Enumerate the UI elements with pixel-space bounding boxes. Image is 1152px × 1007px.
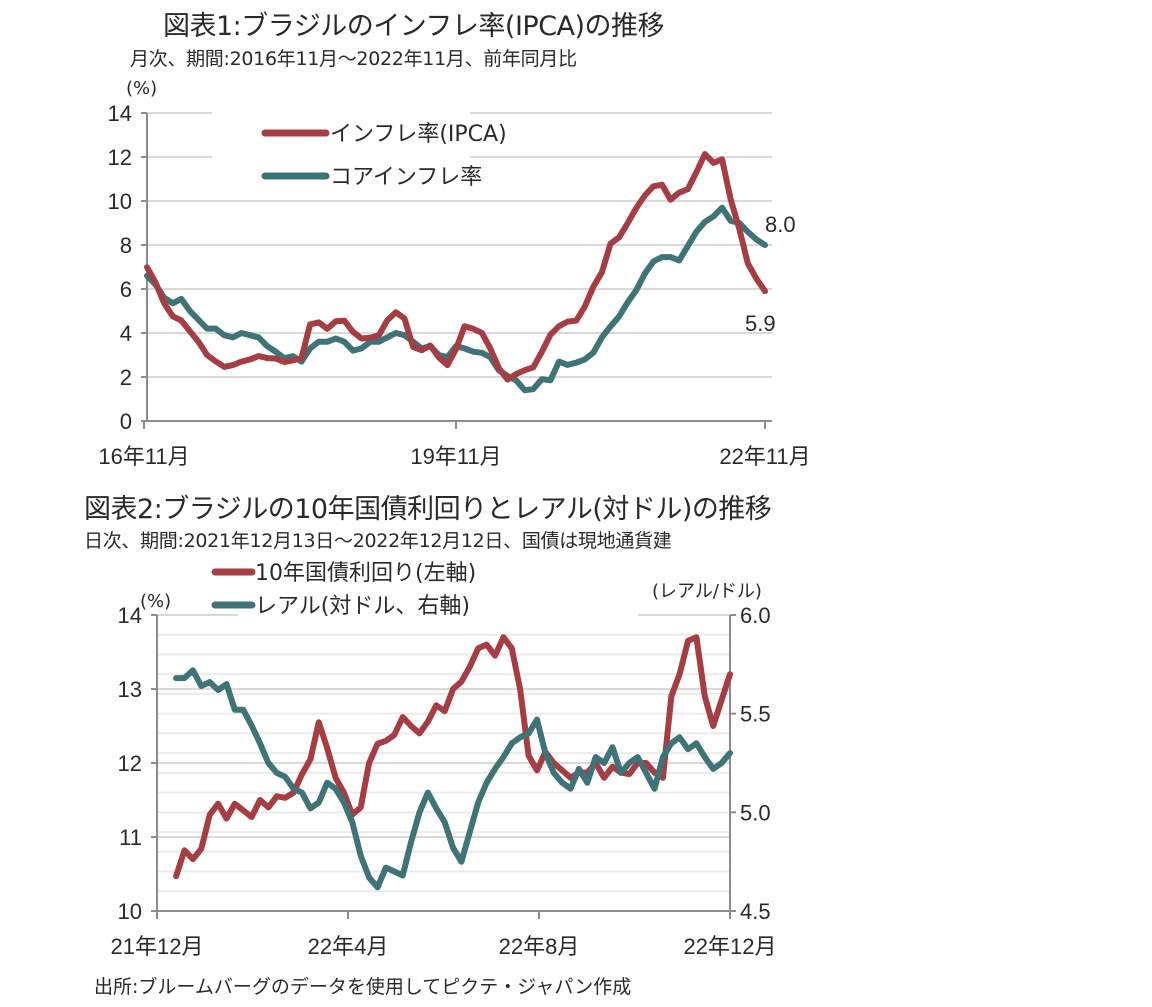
x-tick-label: 19年11月: [410, 444, 501, 469]
y-tick-label: 8: [120, 233, 132, 258]
y-right-tick-label: 6.0: [740, 603, 771, 628]
y-right-tick-label: 4.5: [740, 899, 771, 924]
chart1-title: 図表1:ブラジルのインフレ率(IPCA)の推移: [163, 11, 665, 42]
chart1-axes: 0 2 4 6 8 10 12 14 16年11月 19年11月 22年11月: [98, 101, 810, 469]
chart1-end-label-core: 8.0: [765, 212, 796, 237]
y-left-tick-label: 14: [118, 603, 142, 628]
y-left-tick-label: 11: [119, 825, 142, 850]
y-tick-label: 6: [120, 277, 132, 302]
y-tick-label: 14: [108, 101, 132, 126]
x-tick-label: 16年11月: [98, 444, 189, 469]
x-tick-label: 21年12月: [111, 934, 204, 959]
chart2-axes: 10 11 12 13 14 4.5 5.0 5.5 6.0 21年12月 22年4月 22年8月 22…: [111, 603, 777, 959]
legend-label-core: コアインフレ率: [330, 165, 482, 190]
x-tick-label: 22年8月: [499, 934, 580, 959]
chart2-gridlines: [157, 614, 730, 893]
y-right-tick-label: 5.5: [740, 702, 771, 727]
chart2-legend-background: [238, 560, 638, 620]
chart2-y-unit-left: (%): [140, 591, 171, 612]
legend-label-real: レアル(対ドル、右軸): [255, 594, 470, 619]
y-right-tick-label: 5.0: [740, 800, 771, 825]
chart1-legend-background: [212, 108, 470, 194]
chart1-series: [144, 151, 768, 394]
chart1-y-unit: (%): [126, 78, 157, 99]
chart2-y-unit-right: (レアル/ドル): [652, 581, 762, 602]
y-tick-label: 4: [120, 321, 132, 346]
series-line-real: [173, 667, 733, 891]
legend-label-bond-yield: 10年国債利回り(左軸): [255, 561, 476, 586]
chart1-end-label-ipca: 5.9: [745, 311, 776, 336]
y-left-tick-label: 10: [118, 899, 142, 924]
chart1-subtitle: 月次、期間:2016年11月～2022年11月、前年同月比: [130, 48, 577, 70]
y-tick-label: 0: [120, 409, 132, 434]
x-tick-label: 22年4月: [308, 934, 389, 959]
y-left-tick-label: 13: [118, 677, 142, 702]
y-tick-label: 2: [120, 365, 132, 390]
chart2-legend: 10年国債利回り(左軸) レアル(対ドル、右軸): [211, 561, 476, 619]
y-left-tick-label: 12: [118, 751, 142, 776]
chart2-title: 図表2:ブラジルの10年国債利回りとレアル(対ドル)の推移: [84, 494, 772, 525]
x-tick-label: 22年11月: [719, 444, 810, 469]
legend-label-ipca: インフレ率(IPCA): [330, 122, 507, 147]
chart1-legend: インフレ率(IPCA) コアインフレ率: [261, 122, 507, 190]
source-note: 出所:ブルームバーグのデータを使用してピクテ・ジャパン作成: [94, 976, 632, 998]
x-tick-label: 22年12月: [684, 934, 777, 959]
y-tick-label: 12: [108, 145, 132, 170]
chart2-series: [173, 634, 733, 891]
y-tick-label: 10: [108, 189, 132, 214]
chart2-subtitle: 日次、期間:2021年12月13日～2022年12月12日、国債は現地通貨建: [84, 530, 672, 552]
series-line-ipca: [144, 151, 768, 383]
